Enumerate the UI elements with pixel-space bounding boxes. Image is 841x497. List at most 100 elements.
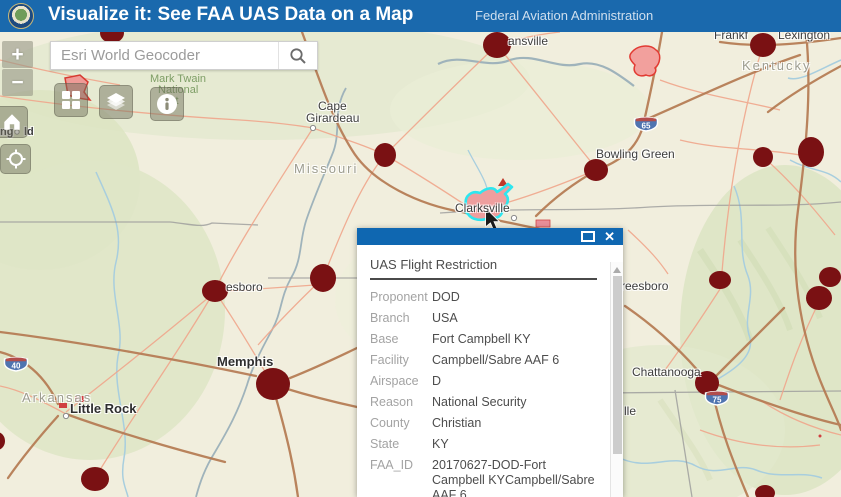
field-row-reason: Reason National Security [370, 392, 597, 413]
basemap-gallery-button[interactable] [54, 83, 88, 117]
city-dot-markers [14, 124, 518, 420]
city-label-murfreesboro: reesboro [621, 279, 669, 293]
locate-button[interactable] [0, 144, 31, 174]
field-label: Proponent [370, 290, 428, 304]
field-value: Campbell/Sabre AAF 6 [432, 353, 560, 367]
rivers [95, 56, 841, 497]
popup-titlebar[interactable]: ✕ [357, 228, 623, 245]
uas-restriction-blob[interactable] [256, 368, 290, 400]
faa-seal-icon [8, 3, 34, 29]
field-row-proponent: Proponent DOD [370, 287, 597, 308]
pending-restriction[interactable] [629, 45, 661, 77]
feature-popup: ✕ UAS Flight Restriction Proponent DOD B… [357, 228, 623, 497]
uas-restriction-blob[interactable] [753, 147, 773, 167]
map-marker-triangle[interactable] [498, 178, 508, 186]
city-label-evansville: ansville [508, 34, 549, 48]
map-marker [818, 434, 822, 438]
uas-restriction-blob[interactable] [819, 267, 841, 287]
uas-restriction-areas [0, 23, 841, 497]
info-button[interactable] [150, 87, 184, 121]
field-row-state: State KY [370, 434, 597, 455]
header-org-name: Federal Aviation Administration [475, 8, 654, 23]
uas-restriction-blob[interactable] [81, 467, 109, 491]
popup-scrollbar[interactable] [610, 262, 623, 497]
uas-restriction-blob[interactable] [374, 143, 396, 167]
field-value: Fort Campbell KY [432, 332, 531, 346]
layers-icon [107, 93, 125, 110]
field-label: Facility [370, 353, 409, 367]
uas-restriction-blob[interactable] [806, 286, 832, 310]
forest-label-mark-twain: Mark Twain [150, 73, 207, 85]
svg-text:75: 75 [713, 395, 722, 404]
scroll-up-arrow-icon[interactable] [613, 267, 621, 273]
city-label-springfield: ld [24, 126, 34, 138]
locate-icon [6, 149, 25, 169]
forest-label-mark-twain: National [158, 84, 199, 96]
field-label: Reason [370, 395, 414, 409]
search-input[interactable] [51, 42, 278, 69]
geocoder-search [50, 41, 318, 70]
uas-restriction-blob[interactable] [709, 271, 731, 289]
uas-restriction-blob[interactable] [483, 32, 511, 58]
city-label-bowling-green: Bowling Green [596, 147, 675, 161]
field-label: State [370, 437, 400, 451]
zoom-out-button[interactable]: − [2, 69, 33, 96]
app-header: Visualize it: See FAA UAS Data on a Map … [0, 0, 841, 32]
field-value: D [432, 374, 442, 388]
maximize-icon[interactable] [581, 231, 596, 242]
field-row-airspace: Airspace D [370, 371, 597, 392]
city-label-chattanooga: Chattanooga [632, 365, 701, 379]
home-icon [3, 114, 20, 130]
city-label-memphis: Memphis [217, 354, 274, 369]
field-value: National Security [432, 395, 527, 409]
page-title: Visualize it: See FAA UAS Data on a Map [48, 4, 414, 25]
uas-restriction-blob[interactable] [202, 280, 228, 302]
svg-text:40: 40 [12, 361, 21, 370]
field-row-branch: Branch USA [370, 308, 597, 329]
state-label-missouri: Missouri [294, 161, 359, 176]
basemap-grid-icon [62, 91, 80, 109]
field-label: FAA_ID [370, 458, 414, 472]
uas-restriction-blob[interactable] [750, 33, 776, 57]
city-label-cape-girardeau: Cape [318, 99, 347, 113]
uas-restriction-blob[interactable] [755, 485, 775, 497]
city-label-clarksville: Clarksville [455, 201, 510, 215]
city-label-cape-girardeau: Girardeau [306, 111, 360, 125]
map-marker [75, 396, 84, 402]
field-row-base: Base Fort Campbell KY [370, 329, 597, 350]
field-value: 20170627-DOD-Fort Campbell KYCampbell/Sa… [432, 458, 595, 497]
state-label-kentucky: Kentucky [742, 58, 812, 73]
selected-flight-restriction[interactable] [463, 182, 514, 222]
uas-restriction-blob[interactable] [0, 432, 5, 450]
home-button[interactable] [0, 106, 28, 138]
zoom-in-button[interactable]: + [2, 41, 33, 68]
city-label-springfield: ng [0, 126, 14, 138]
field-row-facility: Facility Campbell/Sabre AAF 6 [370, 350, 597, 371]
uas-restriction-blob[interactable] [584, 159, 608, 181]
pending-restriction[interactable] [535, 219, 551, 228]
field-value: Christian [432, 416, 482, 430]
info-icon [157, 94, 177, 114]
field-label: Base [370, 332, 399, 346]
interstate-shield-75: 75 [704, 389, 730, 411]
field-label: Branch [370, 311, 410, 325]
field-label: Airspace [370, 374, 419, 388]
field-row-faa-id: FAA_ID 20170627-DOD-Fort Campbell KYCamp… [370, 455, 597, 497]
uas-restriction-blob[interactable] [310, 264, 336, 292]
layers-button[interactable] [99, 85, 133, 119]
uas-restriction-blob[interactable] [798, 137, 824, 167]
pending-restriction-areas [59, 45, 822, 438]
svg-text:65: 65 [642, 121, 651, 130]
state-label-arkansas: Arkansas [22, 390, 93, 405]
scrollbar-thumb[interactable] [612, 276, 622, 454]
close-icon[interactable]: ✕ [604, 229, 615, 244]
uas-restriction-blob[interactable] [695, 371, 719, 395]
search-button[interactable] [278, 42, 317, 69]
field-value: KY [432, 437, 449, 451]
city-label-nashville: lle [624, 404, 637, 418]
popup-title: UAS Flight Restriction [370, 257, 498, 272]
popup-divider [370, 278, 597, 280]
field-value: USA [432, 311, 458, 325]
city-label-little-rock: Little Rock [70, 401, 137, 416]
